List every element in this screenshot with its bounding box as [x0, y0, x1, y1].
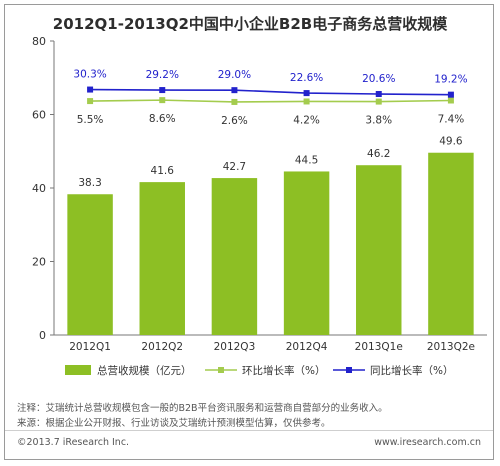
bar-value-label: 41.6	[151, 165, 175, 177]
yoy-rate-marker	[303, 90, 310, 97]
x-tick-label: 2012Q3	[214, 341, 256, 353]
x-tick-label: 2012Q1	[69, 341, 111, 353]
legend-swatch-mom-marker	[218, 367, 224, 373]
yoy-rate-line	[90, 88, 451, 96]
mom-rate-label: 8.6%	[149, 113, 176, 125]
yoy-rate-label: 22.6%	[290, 72, 323, 84]
footer-divider	[5, 430, 493, 431]
bar-value-label: 44.5	[295, 154, 318, 166]
yoy-rate-marker	[447, 91, 454, 98]
bar-value-label: 49.6	[439, 136, 463, 148]
copyright-text: ©2013.7 iResearch Inc.	[17, 437, 130, 448]
chart-title: 2012Q1-2013Q2中国中小企业B2B电子商务总营收规模	[52, 15, 448, 33]
legend-label-bar: 总营收规模（亿元）	[97, 364, 192, 377]
y-tick-label: 40	[32, 182, 46, 195]
yoy-rate-marker	[159, 87, 166, 94]
yoy-rate-label: 30.3%	[73, 69, 106, 81]
yoy-rate-label: 20.6%	[362, 73, 395, 85]
y-tick-label: 0	[39, 329, 46, 342]
footer: ©2013.7 iResearch Inc. www.iresearch.com…	[17, 437, 487, 448]
mom-rate-marker	[159, 97, 166, 104]
mom-rate-label: 3.8%	[365, 115, 392, 127]
mom-rate-label: 2.6%	[221, 115, 248, 127]
bar-value-label: 46.2	[367, 148, 390, 160]
legend-swatch-bar	[65, 365, 91, 375]
x-tick-label: 2012Q4	[286, 341, 328, 353]
yoy-rate-marker	[375, 91, 382, 98]
yoy-rate-label: 29.0%	[218, 69, 251, 81]
chart-frame: 2012Q1-2013Q2中国中小企业B2B电子商务总营收规模 0 20 40 60 8…	[4, 4, 494, 460]
website-text: www.iresearch.com.cn	[374, 437, 481, 448]
mom-rate-marker	[447, 97, 454, 104]
y-tick-label: 60	[32, 109, 46, 122]
chart-svg: 0 20 40 60 80 38.3 2012Q1 41.6 2012Q2 42.7 2012Q3 4…	[32, 35, 487, 377]
note-line-2: 来源：根据企业公开财报、行业访谈及艾瑞统计预测模型估算，仅供参考。	[17, 418, 331, 429]
mom-rate-line	[90, 99, 451, 103]
y-tick-label: 80	[32, 35, 46, 48]
chart-notes: 注释：艾瑞统计总营收规模包含一般的B2B平台资讯服务和运营商自营部分的业务收入。…	[17, 401, 487, 431]
mom-rate-label: 4.2%	[293, 114, 320, 126]
mom-rate-marker	[231, 98, 238, 105]
bar-value-label: 38.3	[78, 177, 101, 189]
x-tick-label: 2013Q1e	[355, 341, 403, 353]
y-tick-label: 20	[32, 256, 46, 269]
mom-rate-marker	[375, 98, 382, 105]
bar	[356, 165, 402, 335]
bar	[211, 178, 258, 335]
x-tick-label: 2012Q2	[141, 341, 183, 353]
note-line-1: 注释：艾瑞统计总营收规模包含一般的B2B平台资讯服务和运营商自营部分的业务收入。	[17, 403, 388, 414]
bar	[67, 194, 113, 335]
bar-value-label: 42.7	[223, 161, 246, 173]
x-tick-label: 2013Q2e	[427, 341, 475, 353]
yoy-rate-marker	[87, 86, 94, 93]
legend-label-yoy: 同比增长率（%）	[370, 364, 453, 377]
mom-rate-marker	[303, 98, 310, 105]
legend-swatch-yoy-marker	[346, 367, 352, 373]
bar	[139, 182, 185, 335]
legend-label-mom: 环比增长率（%）	[242, 364, 325, 377]
mom-rate-marker	[87, 98, 94, 105]
yoy-rate-label: 19.2%	[434, 74, 467, 86]
bar	[283, 171, 330, 335]
bar	[428, 152, 474, 335]
yoy-rate-label: 29.2%	[146, 69, 179, 81]
mom-rate-label: 7.4%	[438, 113, 465, 125]
mom-rate-label: 5.5%	[77, 114, 104, 126]
yoy-rate-marker	[231, 87, 238, 94]
